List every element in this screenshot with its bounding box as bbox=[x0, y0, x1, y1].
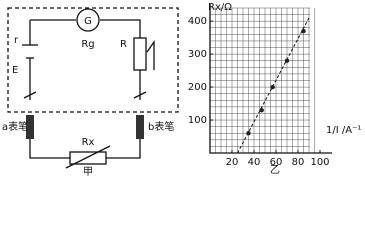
label: b表笔 bbox=[148, 120, 174, 133]
wires bbox=[29, 19, 141, 100]
slider bbox=[146, 39, 155, 70]
point bbox=[259, 107, 264, 113]
x-tick-label: 100 bbox=[310, 157, 329, 168]
axes bbox=[209, 4, 332, 154]
label: Rg bbox=[81, 39, 94, 50]
label: E bbox=[12, 65, 18, 76]
rheostat bbox=[133, 37, 147, 71]
meter-box bbox=[7, 7, 179, 113]
x-tick-label: 40 bbox=[248, 157, 261, 168]
load-resistor bbox=[69, 151, 107, 165]
terminals bbox=[23, 91, 147, 99]
point bbox=[246, 131, 251, 136]
wires bbox=[29, 139, 141, 159]
point bbox=[301, 28, 306, 34]
chart: Rx/Ω 1/I /A⁻¹ 乙 20 40 60 80 100 100 200 300 400 bbox=[188, 2, 361, 176]
probe-a bbox=[26, 115, 34, 139]
x-axis-label: 1/I /A⁻¹ bbox=[326, 125, 361, 136]
label: Rx bbox=[82, 137, 95, 148]
y-tick-label: 400 bbox=[188, 16, 207, 27]
galvanometer bbox=[76, 8, 100, 32]
label: G bbox=[84, 16, 92, 27]
y-tick-label: 200 bbox=[188, 82, 207, 93]
variable-arrow bbox=[65, 145, 111, 169]
label: r bbox=[14, 35, 19, 46]
label: R bbox=[120, 39, 127, 50]
point bbox=[270, 84, 275, 90]
x-tick-label: 20 bbox=[226, 157, 239, 168]
caption: 乙 bbox=[270, 164, 280, 176]
x-tick-label: 60 bbox=[270, 157, 283, 168]
page: G Rg r E R a表笔 b表笔 Rx 甲 Rx/Ω 1/I /A⁻¹ 乙 … bbox=[2, 2, 361, 178]
y-tick-label: 300 bbox=[188, 49, 207, 60]
y-axis-label: Rx/Ω bbox=[208, 2, 232, 13]
x-tick-label: 80 bbox=[292, 157, 305, 168]
point bbox=[284, 58, 290, 63]
circuit: G Rg r E R a表笔 b表笔 Rx 甲 bbox=[2, 7, 179, 178]
caption: 甲 bbox=[83, 167, 93, 178]
y-tick-label: 100 bbox=[188, 115, 207, 126]
label: a表笔 bbox=[2, 120, 28, 133]
probe-b bbox=[136, 115, 144, 139]
